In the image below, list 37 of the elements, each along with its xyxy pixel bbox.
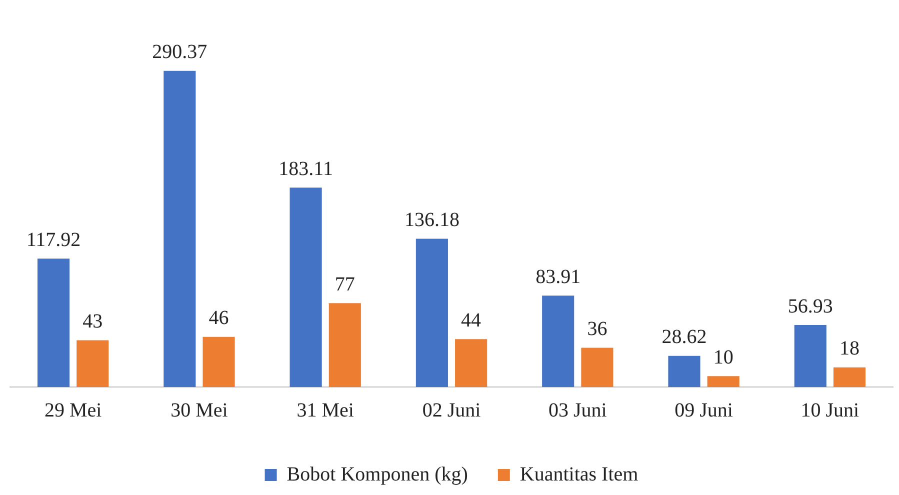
bar bbox=[328, 303, 361, 387]
bar bbox=[455, 339, 488, 387]
x-tick-label: 09 Juni bbox=[674, 399, 734, 422]
x-tick-label: 30 Mei bbox=[170, 399, 228, 422]
data-label: 117.92 bbox=[26, 228, 81, 251]
bar bbox=[542, 296, 574, 387]
bar bbox=[290, 188, 322, 387]
bar bbox=[668, 356, 700, 387]
x-tick-label: 29 Mei bbox=[44, 399, 102, 422]
data-label: 56.93 bbox=[788, 295, 833, 318]
legend-label: Kuantitas Item bbox=[520, 463, 639, 486]
bar bbox=[37, 258, 70, 387]
data-label: 83.91 bbox=[536, 266, 581, 288]
x-tick-label: 03 Juni bbox=[548, 399, 608, 422]
data-label: 77 bbox=[334, 273, 355, 296]
data-label: 46 bbox=[208, 307, 229, 330]
data-label: 290.37 bbox=[152, 41, 208, 64]
bar bbox=[416, 238, 448, 387]
bar bbox=[794, 325, 826, 387]
bar bbox=[581, 348, 614, 387]
data-label: 43 bbox=[82, 310, 103, 332]
data-label: 136.18 bbox=[404, 209, 460, 232]
bar bbox=[164, 70, 196, 387]
data-label: 183.11 bbox=[278, 158, 333, 180]
bar bbox=[707, 376, 740, 387]
x-tick-label: 02 Juni bbox=[422, 399, 482, 422]
data-label: 36 bbox=[587, 318, 608, 340]
data-label: 10 bbox=[713, 346, 734, 368]
legend-label: Bobot Komponen (kg) bbox=[286, 463, 468, 486]
x-tick-label: 31 Mei bbox=[296, 399, 354, 422]
data-label: 28.62 bbox=[662, 326, 707, 348]
bar bbox=[202, 336, 235, 387]
x-tick-label: 10 Juni bbox=[800, 399, 860, 422]
bar bbox=[76, 340, 109, 387]
data-label: 18 bbox=[839, 338, 860, 360]
bar bbox=[833, 367, 866, 387]
data-label: 44 bbox=[461, 309, 482, 332]
